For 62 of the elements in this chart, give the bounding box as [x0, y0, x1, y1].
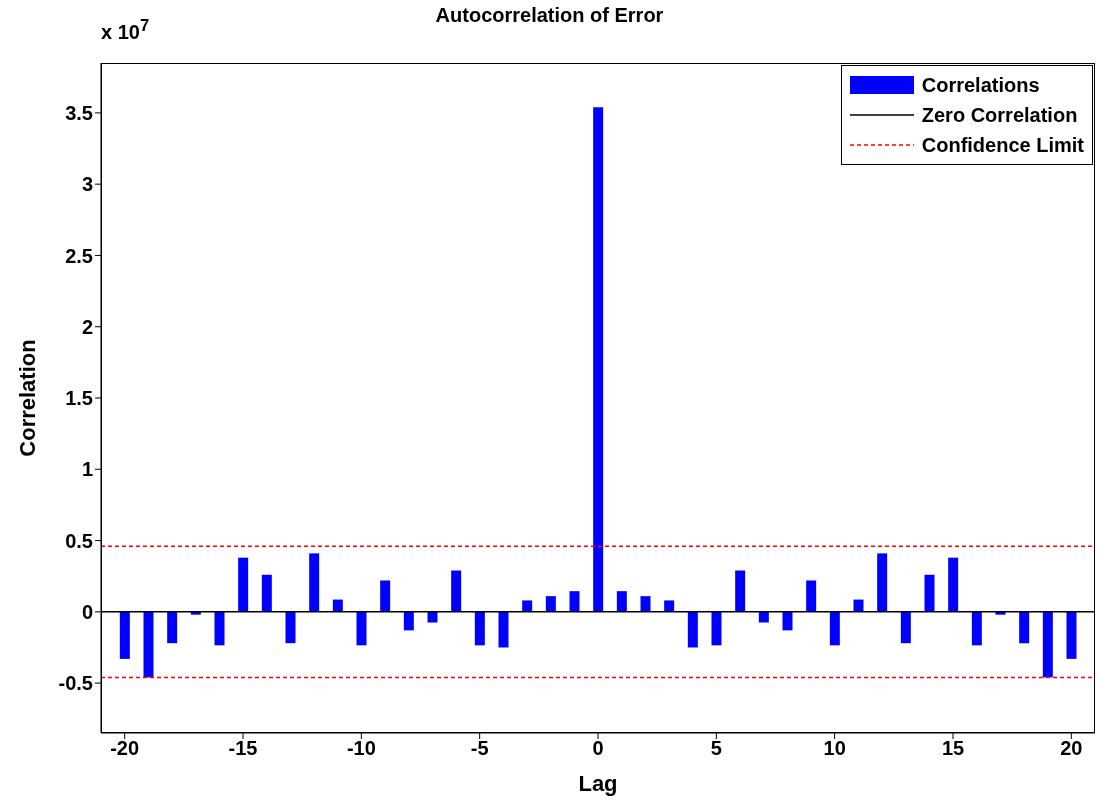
bar	[522, 600, 533, 612]
bar	[877, 553, 888, 612]
bar	[971, 611, 982, 646]
bar	[238, 557, 249, 612]
x-tick-label: -5	[470, 737, 489, 760]
bar	[474, 611, 485, 646]
x-axis-title: Lag	[577, 771, 619, 797]
bar	[498, 611, 509, 648]
x-tick-label: 0	[592, 737, 604, 760]
y-tick-label: -0.5	[58, 672, 93, 695]
bar	[664, 600, 675, 612]
bar	[687, 611, 698, 648]
bar	[356, 611, 367, 646]
bar	[924, 574, 935, 612]
bar	[640, 596, 651, 612]
bar	[593, 107, 604, 612]
bar	[782, 611, 793, 631]
y-tick-label: 0	[81, 600, 93, 623]
bar	[143, 611, 154, 678]
y-axis-title: Correlation	[15, 339, 41, 457]
bar	[545, 596, 556, 612]
y-tick-label: 1	[81, 458, 93, 481]
x-tick-label: 15	[941, 737, 965, 760]
y-tick-label: 0.5	[65, 529, 93, 552]
x-tick-label: 20	[1060, 737, 1083, 760]
x-tick-label: 10	[823, 737, 846, 760]
bar	[711, 611, 722, 646]
y-tick-label: 2.5	[65, 244, 93, 267]
y-tick-label: 2	[81, 315, 93, 338]
y-tick-label: 1.5	[65, 387, 93, 410]
x-tick-label: -15	[228, 737, 258, 760]
bar	[380, 580, 391, 612]
bar	[806, 580, 817, 612]
bar	[285, 611, 296, 644]
x-tick-label: -10	[346, 737, 376, 760]
legend-label: Confidence Limit	[921, 133, 1084, 157]
bar	[948, 557, 959, 612]
bar	[309, 553, 320, 612]
bar	[758, 611, 769, 623]
bar	[214, 611, 225, 646]
bar	[119, 611, 130, 659]
bar	[1019, 611, 1030, 644]
bar	[735, 570, 746, 612]
bar	[451, 570, 462, 612]
y-tick-label: 3	[81, 173, 93, 196]
bar	[1066, 611, 1077, 659]
bar	[829, 611, 840, 646]
bar	[1042, 611, 1053, 678]
x-tick-label: -20	[110, 737, 140, 760]
bar	[900, 611, 911, 644]
bar	[403, 611, 414, 631]
legend-label: Correlations	[921, 73, 1040, 97]
bar	[261, 574, 272, 612]
y-tick-label: 3.5	[65, 101, 93, 124]
legend-label: Zero Correlation	[921, 103, 1078, 127]
bar	[427, 611, 438, 623]
text: x 10$^{7}$	[101, 16, 150, 44]
bar	[569, 591, 580, 612]
x-tick-label: 5	[710, 737, 722, 760]
bar	[616, 591, 627, 612]
chart-title: Autocorrelation of Error	[435, 4, 664, 26]
bar	[167, 611, 178, 644]
